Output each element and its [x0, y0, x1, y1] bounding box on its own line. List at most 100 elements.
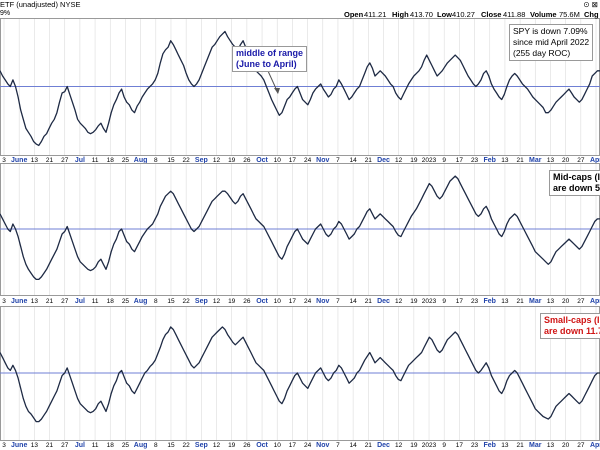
x-tick-label: 12 [213, 442, 221, 449]
x-tick-label: 8 [154, 157, 158, 164]
x-tick-label: 27 [577, 157, 585, 164]
x-tick-label: 21 [365, 157, 373, 164]
panel-top-label: 9% [0, 10, 11, 17]
x-tick-label: 19 [410, 157, 418, 164]
x-tick-label: 10 [274, 157, 282, 164]
x-tick-label: 12 [395, 298, 403, 305]
x-tick-label: Apr [590, 157, 600, 164]
x-tick-label: 19 [228, 442, 236, 449]
panel-small-caps: 3 June 13 21 27 Jul 11 18 25 Aug 8 15 22 Sep 12 19 26 Oct… [0, 306, 600, 449]
x-tick-label: 7 [336, 157, 340, 164]
x-tick-label: 15 [167, 298, 175, 305]
x-tick-label: Nov [316, 157, 329, 164]
series-line-mid-caps [0, 175, 600, 281]
x-tick-label: 8 [154, 298, 158, 305]
x-tick-label: Feb [484, 442, 496, 449]
x-tick-label: Feb [484, 298, 496, 305]
x-tick-label: Aug [134, 157, 148, 164]
x-tick-label: 23 [471, 298, 479, 305]
x-tick-label: 26 [243, 157, 251, 164]
x-tick-label: 14 [350, 442, 358, 449]
x-tick-label: 21 [46, 298, 54, 305]
x-tick-label: Sep [195, 442, 208, 449]
x-tick-label: 26 [243, 298, 251, 305]
x-tick-label: 10 [274, 442, 282, 449]
x-tick-label: 9 [442, 298, 446, 305]
x-tick-label: 18 [107, 157, 115, 164]
x-tick-label: 14 [350, 298, 358, 305]
x-tick-label: 13 [31, 157, 39, 164]
x-tick-label: 8 [154, 442, 158, 449]
x-tick-label: Apr [590, 442, 600, 449]
x-tick-label: 25 [122, 157, 130, 164]
x-tick-label: 21 [516, 157, 524, 164]
x-tick-label: 26 [243, 442, 251, 449]
x-tick-label: Mar [529, 442, 542, 449]
x-tick-label: 27 [577, 442, 585, 449]
x-tick-label: 7 [336, 442, 340, 449]
x-tick-label: 19 [410, 298, 418, 305]
x-tick-label: 21 [516, 442, 524, 449]
chart-header: ETF (unadjusted) NYSE ⊙ ⊠ 9% Open 411.21… [0, 0, 600, 20]
x-tick-label: 27 [61, 298, 69, 305]
x-tick-label: 13 [547, 157, 555, 164]
x-tick-label: Nov [316, 442, 329, 449]
series-line-small-caps [0, 326, 600, 423]
x-tick-label: 21 [46, 157, 54, 164]
x-tick-label: Oct [256, 157, 268, 164]
x-tick-label: Mar [529, 157, 542, 164]
x-tick-label: Dec [377, 442, 390, 449]
x-tick-label: 3 [2, 442, 6, 449]
chg-label: Chg [584, 10, 599, 19]
open-value: 411.21 [364, 10, 387, 19]
x-tick-label: 19 [228, 157, 236, 164]
volume-value: 75.6M [559, 10, 580, 19]
x-tick-label: 13 [31, 442, 39, 449]
x-tick-label: 3 [2, 157, 6, 164]
x-tick-label: Apr [590, 298, 600, 305]
x-tick-label: 2023 [422, 157, 437, 164]
x-tick-label: 17 [289, 298, 297, 305]
x-tick-label: 17 [456, 298, 464, 305]
x-tick-label: 17 [289, 157, 297, 164]
x-tick-label: 20 [562, 157, 570, 164]
x-tick-label: 13 [501, 442, 509, 449]
annotation-spy: SPY is down 7.09% since mid April 2022 (… [509, 24, 594, 61]
corner-icons[interactable]: ⊙ ⊠ [583, 0, 598, 9]
x-tick-label: Aug [134, 442, 148, 449]
close-value: 411.88 [503, 10, 526, 19]
annotation-arrow-head [274, 88, 280, 94]
x-tick-label: 17 [456, 442, 464, 449]
x-tick-label: 13 [547, 442, 555, 449]
security-label: ETF (unadjusted) NYSE [0, 0, 81, 9]
x-tick-label: 25 [122, 442, 130, 449]
annotation-middle-of-range: middle of range (June to April) [232, 46, 308, 72]
x-tick-label: 25 [122, 298, 130, 305]
annotation-small-caps: Small-caps (I are down 11.7 [540, 313, 600, 339]
x-tick-label: Nov [316, 298, 329, 305]
x-tick-label: Jul [75, 298, 85, 305]
x-tick-label: June [11, 298, 27, 305]
x-tick-label: Sep [195, 157, 208, 164]
x-tick-label: 12 [213, 157, 221, 164]
x-tick-label: 20 [562, 298, 570, 305]
x-tick-label: 14 [350, 157, 358, 164]
x-tick-label: 9 [442, 157, 446, 164]
x-tick-label: Aug [134, 298, 148, 305]
x-tick-label: 21 [365, 298, 373, 305]
x-tick-label: 20 [562, 442, 570, 449]
x-tick-label: 24 [304, 157, 312, 164]
x-tick-label: 24 [304, 298, 312, 305]
x-tick-label: 13 [501, 298, 509, 305]
x-tick-label: Dec [377, 157, 390, 164]
panel-spy: 3 June 13 21 27 Jul 11 18 25 Aug 8 15 22 Sep 12 19 26 Oct… [0, 18, 600, 164]
x-tick-label: 10 [274, 298, 282, 305]
x-tick-label: Oct [256, 298, 268, 305]
x-tick-label: 15 [167, 157, 175, 164]
x-tick-label: 27 [61, 157, 69, 164]
x-tick-label: Feb [484, 157, 496, 164]
x-tick-label: 22 [183, 298, 191, 305]
low-label: Low [437, 10, 452, 19]
x-tick-label: 21 [46, 442, 54, 449]
